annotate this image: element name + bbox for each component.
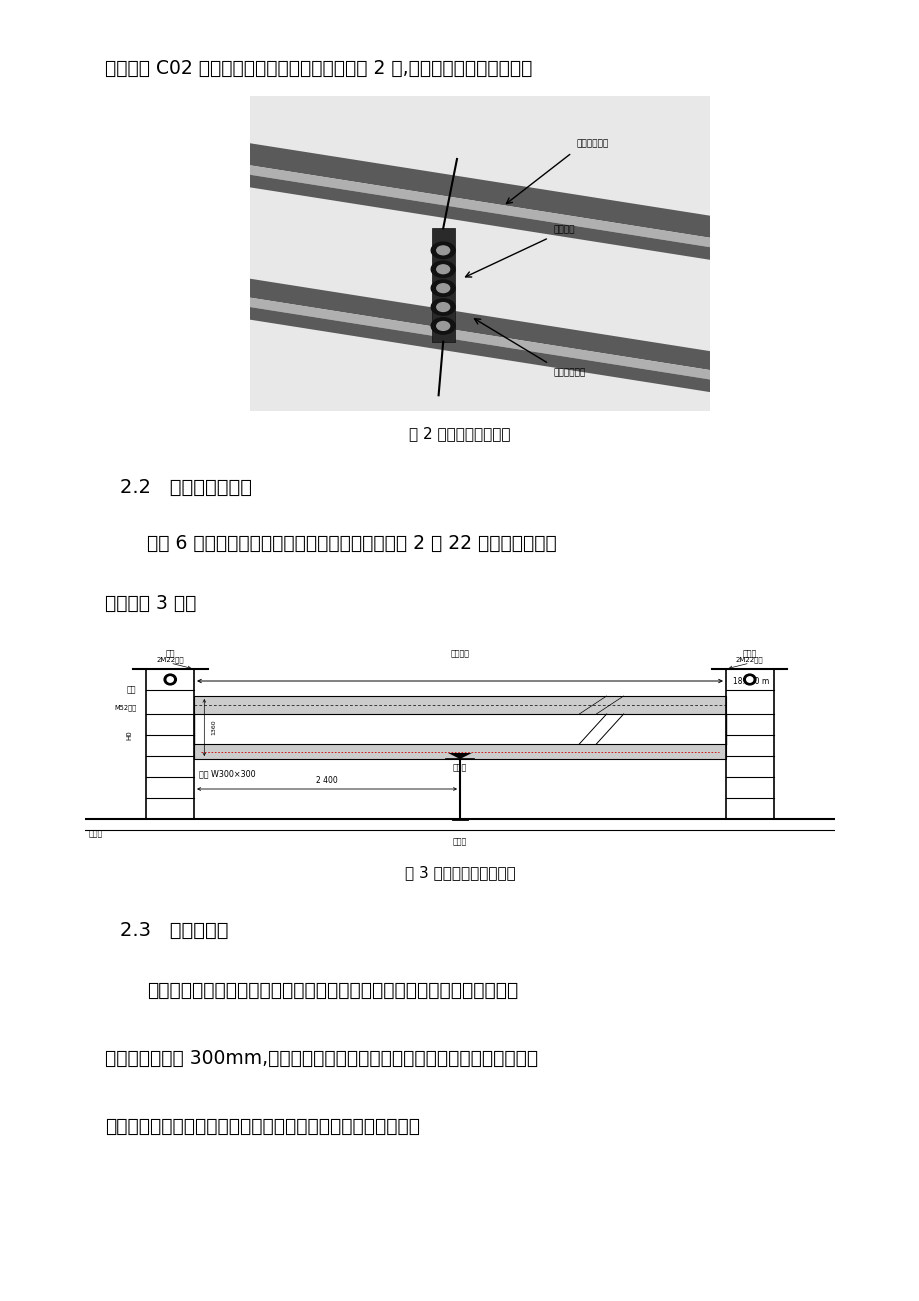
Circle shape [746,677,752,682]
Bar [194,744,725,758]
Text: M52销轴: M52销轴 [114,705,136,712]
Circle shape [437,246,449,255]
Text: 2 400: 2 400 [316,775,337,785]
Text: 固定件: 固定件 [742,649,756,658]
Circle shape [743,674,755,684]
Text: 图 3 桶架与托梁固定做法: 图 3 桶架与托梁固定做法 [404,865,515,879]
Text: 2.2   桶架与托梁固定: 2.2 桶架与托梁固定 [119,477,252,497]
Bar [431,228,454,342]
Circle shape [437,303,449,311]
Text: 坡口全熔透焊: 坡口全熔透焊 [576,139,608,148]
Text: 以确保顶升器性能稳定，传感器数据准确，扶正支撐架无变形。: 以确保顶升器性能稳定，传感器数据准确，扶正支撐架无变形。 [105,1118,420,1136]
Text: 桁架平放: 桁架平放 [450,649,469,658]
Polygon shape [250,278,709,369]
Text: 接。采用 C02 保护焚，将桶架焚接成为整体（图 2 ）,均采用超声波探伤检测。: 接。采用 C02 保护焚，将桶架焚接成为整体（图 2 ）,均采用超声波探伤检测。 [105,59,532,78]
Circle shape [431,299,455,315]
Polygon shape [250,165,709,247]
Text: 定件: 定件 [165,649,175,658]
Circle shape [167,677,173,682]
Text: 2M22丝杆: 2M22丝杆 [156,657,184,664]
Text: 图 2 桶架组拼焚接模型: 图 2 桶架组拼焚接模型 [409,425,510,441]
Polygon shape [250,307,709,392]
Text: 顶升点: 顶升点 [452,764,467,773]
Text: 固定（图 3 ）。: 固定（图 3 ）。 [105,595,196,613]
Text: 采用 6 个支点扶正桶架，桶架上弦与下弦分别各用 2 根 22 螺栓与扶正托梁: 采用 6 个支点扶正桶架，桶架上弦与下弦分别各用 2 根 22 螺栓与扶正托梁 [147,533,556,553]
Text: 坡口全熔透焊: 坡口全熔透焊 [553,368,585,377]
Text: 拼装螺栓: 拼装螺栓 [553,225,574,234]
Text: 平台梁: 平台梁 [88,830,103,839]
Circle shape [431,242,455,259]
Circle shape [164,674,176,684]
Polygon shape [250,298,709,380]
Circle shape [431,262,455,277]
Circle shape [437,321,449,330]
Text: 18.000 m: 18.000 m [732,677,768,686]
Bar [194,696,725,714]
Text: H0: H0 [126,730,132,740]
Circle shape [437,265,449,273]
Circle shape [437,284,449,293]
Polygon shape [250,174,709,260]
Text: 2.3   桶架预扶正: 2.3 桶架预扶正 [119,921,228,941]
Text: 1360: 1360 [210,719,216,735]
Text: 支托: 支托 [127,686,136,695]
Circle shape [431,317,455,334]
Circle shape [431,280,455,297]
Text: 顶升器: 顶升器 [452,837,467,846]
Text: 2M22丝杆: 2M22丝杆 [735,657,763,664]
Text: 升器将桶架撐起 300mm,检查由液压杆传感器反馈到泥源计算机上的工作性能，: 升器将桶架撐起 300mm,检查由液压杆传感器反馈到泥源计算机上的工作性能， [105,1049,538,1068]
Polygon shape [250,143,709,238]
Text: 为确保桶架扶正施工安全，每次桶架扶正前需进行一次预扶正。采用液压顶: 为确保桶架扶正施工安全，每次桶架扶正前需进行一次预扶正。采用液压顶 [147,981,517,1000]
Polygon shape [448,753,471,758]
Text: 托梁 W300×300: 托梁 W300×300 [199,769,255,778]
